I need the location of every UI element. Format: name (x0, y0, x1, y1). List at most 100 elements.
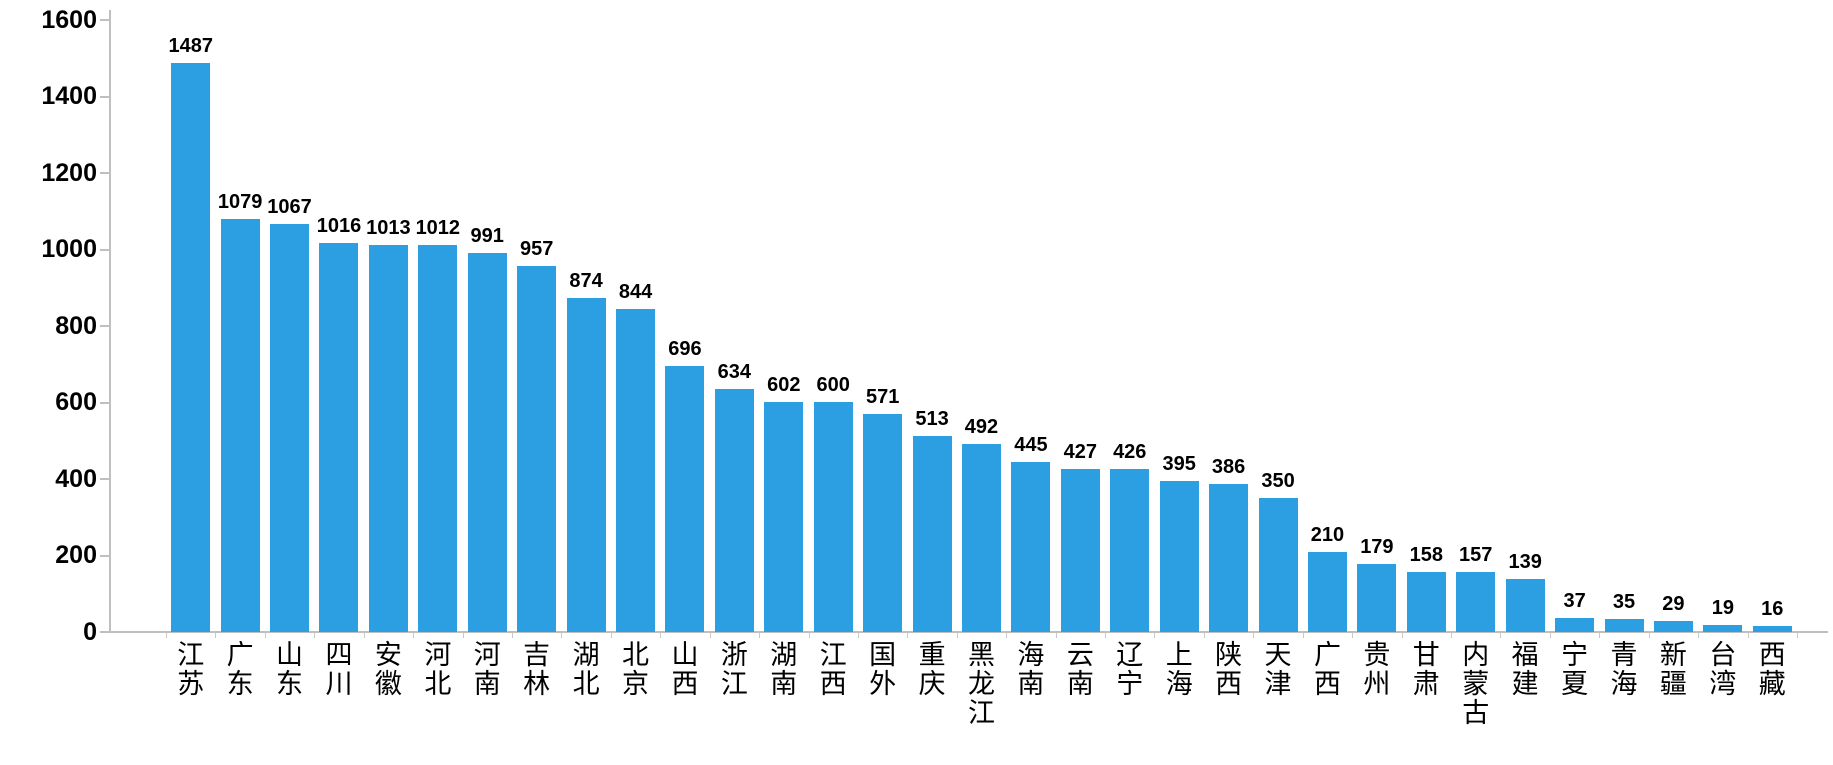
bar-贵州 (1357, 564, 1397, 632)
x-axis-tick (364, 633, 365, 638)
bar-value-label: 844 (618, 281, 653, 303)
x-axis-label: 江 西 (819, 640, 847, 699)
x-axis-label: 青 海 (1610, 640, 1638, 699)
x-axis-label: 内 蒙 古 (1462, 640, 1490, 728)
bar-value-label: 210 (1310, 524, 1345, 546)
bar-江西 (813, 402, 853, 632)
bar-value-label: 19 (1711, 597, 1734, 619)
bar-value-label: 426 (1113, 441, 1147, 463)
bar-value-label: 957 (519, 238, 554, 260)
x-axis-label: 广 东 (226, 640, 254, 699)
x-axis-label: 黑 龙 江 (967, 640, 995, 728)
bar-上海 (1159, 481, 1199, 632)
bar-广东 (220, 219, 260, 632)
x-axis-tick (1006, 633, 1007, 638)
bar-重庆 (912, 436, 952, 632)
bar-value-label: 1067 (267, 196, 312, 218)
bar-云南 (1060, 469, 1100, 632)
x-axis-tick (1352, 633, 1353, 638)
x-axis-tick (166, 633, 167, 638)
bar-value-label: 139 (1508, 551, 1542, 573)
bar-value-label: 1487 (168, 35, 213, 57)
bar-value-label: 29 (1662, 593, 1685, 615)
x-axis-label: 安 徽 (374, 640, 402, 699)
x-axis-label: 天 津 (1264, 640, 1292, 699)
x-axis-tick (710, 633, 711, 638)
x-axis-label: 湖 北 (572, 640, 600, 699)
x-axis-tick (215, 633, 216, 638)
x-axis-label: 宁 夏 (1561, 640, 1589, 699)
bar-value-label: 37 (1563, 590, 1586, 612)
x-axis-label: 吉 林 (523, 640, 551, 699)
bar-value-label: 350 (1261, 470, 1295, 492)
bar-山东 (270, 224, 310, 632)
y-axis-tick-label: 1600 (41, 5, 97, 34)
y-axis-tick (100, 478, 109, 480)
x-axis-label: 西 藏 (1758, 640, 1786, 699)
x-axis-label: 重 庆 (918, 640, 946, 699)
bar-宁夏 (1555, 618, 1595, 632)
x-axis-tick (759, 633, 760, 638)
y-axis-tick-label: 1200 (41, 158, 97, 187)
x-axis-label: 上 海 (1165, 640, 1193, 699)
bar-辽宁 (1110, 469, 1150, 632)
x-axis-tick (1451, 633, 1452, 638)
x-axis-label: 云 南 (1066, 640, 1094, 699)
bar-value-label: 1012 (415, 217, 461, 239)
x-axis-label: 广 西 (1313, 640, 1341, 699)
bar-value-label: 634 (717, 361, 752, 383)
x-axis-tick (858, 633, 859, 638)
y-axis-tick-label: 1400 (41, 82, 97, 110)
bar-value-label: 445 (1014, 434, 1048, 456)
bar-value-label: 696 (668, 338, 702, 360)
x-axis-tick (1105, 633, 1106, 638)
x-axis-tick (314, 633, 315, 638)
bar-value-label: 492 (964, 416, 999, 438)
x-axis-tick (1154, 633, 1155, 638)
bar-value-label: 179 (1360, 536, 1394, 558)
bar-山西 (665, 366, 705, 632)
x-axis-label: 山 西 (671, 640, 699, 699)
bar-value-label: 571 (865, 386, 900, 408)
x-axis-label: 陕 西 (1215, 640, 1243, 699)
bar-value-label: 1016 (316, 215, 362, 237)
y-axis-tick (100, 631, 109, 633)
bar-河北 (418, 245, 458, 632)
bar-国外 (863, 414, 903, 632)
bar-陕西 (1209, 484, 1249, 632)
bar-value-label: 157 (1459, 544, 1493, 566)
x-axis-tick (1303, 633, 1304, 638)
bar-湖南 (764, 402, 804, 632)
bar-海南 (1011, 462, 1051, 632)
bar-青海 (1604, 619, 1644, 632)
bar-value-label: 513 (915, 408, 949, 430)
y-axis-tick-label: 400 (55, 464, 97, 493)
bar-value-label: 874 (569, 270, 603, 292)
bar-内蒙古 (1456, 572, 1496, 632)
x-axis-label: 北 京 (622, 640, 650, 699)
bar-台湾 (1703, 625, 1743, 632)
bar-value-label: 600 (816, 374, 850, 396)
bar-湖北 (566, 298, 606, 632)
bar-value-label: 427 (1063, 441, 1098, 463)
x-axis-tick (512, 633, 513, 638)
bar-新疆 (1653, 621, 1693, 632)
x-axis-tick (1748, 633, 1749, 638)
x-axis-line (109, 631, 1828, 633)
x-axis-tick (1649, 633, 1650, 638)
x-axis-label: 河 南 (473, 640, 501, 699)
bar-四川 (319, 243, 359, 632)
y-axis-tick (100, 554, 109, 557)
bar-value-label: 395 (1162, 453, 1196, 475)
x-axis-tick (265, 633, 266, 638)
bar-value-label: 386 (1211, 456, 1246, 478)
y-axis-tick (100, 401, 109, 404)
x-axis-label: 河 北 (424, 640, 452, 699)
y-axis-tick-label: 200 (55, 541, 97, 569)
y-axis-tick-label: 0 (83, 617, 97, 646)
y-axis-tick-label: 800 (55, 311, 97, 340)
x-axis-label: 辽 宁 (1116, 640, 1144, 699)
y-axis-tick (100, 19, 109, 21)
x-axis-label: 海 南 (1017, 640, 1045, 699)
y-axis-tick (100, 95, 109, 98)
